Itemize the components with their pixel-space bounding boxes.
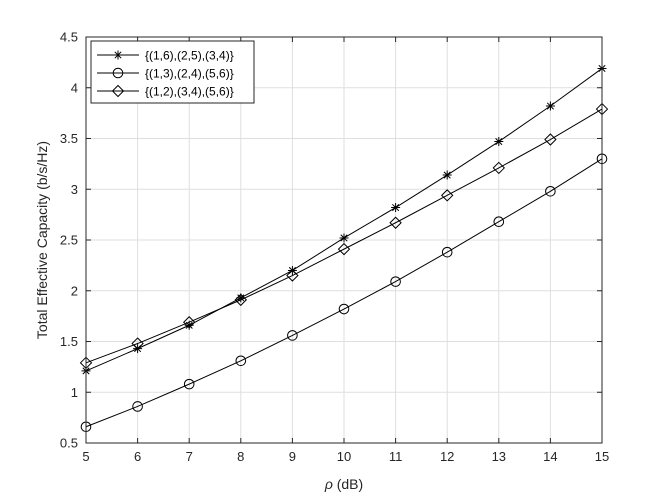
data-point bbox=[493, 216, 505, 228]
legend-item: {(1,3),(2,4),(5,6)} bbox=[97, 67, 234, 81]
data-point bbox=[338, 303, 350, 315]
data-point bbox=[545, 185, 556, 197]
y-tick-label: 4 bbox=[71, 80, 78, 95]
series-line bbox=[85, 108, 603, 364]
series-layer bbox=[79, 63, 609, 433]
data-point bbox=[235, 355, 247, 367]
legend-item: {(1,2),(3,4),(5,6)} bbox=[97, 85, 234, 99]
series-diamond bbox=[79, 102, 609, 370]
y-axis-label: Total Effective Capacity (b/s/Hz) bbox=[34, 141, 50, 339]
data-point bbox=[182, 316, 196, 329]
data-point bbox=[442, 170, 452, 180]
y-tick-label: 3.5 bbox=[60, 131, 78, 146]
data-point bbox=[337, 242, 351, 256]
data-point bbox=[132, 401, 143, 412]
y-tick-label: 0.5 bbox=[60, 436, 78, 451]
legend: {(1,6),(2,5),(3,4)} {(1,3),(2,4),(5,6)} {(… bbox=[90, 40, 255, 104]
legend-label: {(1,6),(2,5),(3,4)} bbox=[145, 49, 234, 63]
data-point bbox=[183, 378, 195, 390]
legend-marker bbox=[112, 67, 124, 79]
data-point bbox=[440, 189, 454, 202]
x-axis-label-symbol: ρ bbox=[324, 476, 333, 492]
x-tick-label: 5 bbox=[82, 449, 89, 464]
data-point bbox=[441, 246, 453, 258]
data-point bbox=[286, 269, 299, 282]
x-tick-label: 8 bbox=[237, 449, 244, 464]
data-point bbox=[234, 293, 248, 307]
x-tick-label: 15 bbox=[595, 449, 609, 464]
legend-marker bbox=[111, 84, 125, 98]
data-point bbox=[236, 293, 246, 303]
y-tick-label: 2 bbox=[71, 283, 78, 298]
y-tick-label: 1 bbox=[71, 385, 78, 400]
data-point bbox=[390, 276, 401, 287]
legend-label: {(1,2),(3,4),(5,6)} bbox=[145, 85, 234, 99]
data-point bbox=[494, 137, 504, 147]
x-tick-label: 11 bbox=[389, 449, 403, 464]
x-axis-label-unit: (dB) bbox=[333, 476, 363, 492]
x-axis-label: ρ (dB) bbox=[324, 476, 363, 492]
data-point bbox=[492, 161, 506, 175]
series-line bbox=[85, 158, 603, 428]
data-point bbox=[391, 203, 401, 213]
legend-item: {(1,6),(2,5),(3,4)} bbox=[97, 49, 234, 63]
x-tick-label: 10 bbox=[337, 449, 351, 464]
y-tick-label: 4.5 bbox=[60, 30, 78, 45]
x-tick-label: 14 bbox=[543, 449, 557, 464]
legend-marker bbox=[113, 50, 123, 60]
legend-label: {(1,3),(2,4),(5,6)} bbox=[145, 67, 234, 81]
data-point bbox=[184, 320, 194, 330]
data-point bbox=[544, 133, 557, 146]
y-tick-label: 1.5 bbox=[60, 334, 78, 349]
data-point bbox=[131, 337, 144, 350]
x-tick-label: 9 bbox=[289, 449, 296, 464]
data-point bbox=[389, 216, 402, 229]
data-point bbox=[545, 101, 555, 111]
data-point bbox=[339, 233, 349, 243]
x-tick-label: 12 bbox=[440, 449, 454, 464]
y-tick-label: 2.5 bbox=[60, 233, 78, 248]
x-tick-label: 7 bbox=[186, 449, 193, 464]
axis-ticks: 5 6 7 8 9 10 11 12 13 14 15 0.5 1 1.5 2 2.5 3 3.5 4 4.5 bbox=[60, 30, 609, 465]
x-tick-label: 13 bbox=[492, 449, 506, 464]
data-point bbox=[287, 330, 298, 341]
x-tick-label: 6 bbox=[134, 449, 141, 464]
y-tick-label: 3 bbox=[71, 182, 78, 197]
